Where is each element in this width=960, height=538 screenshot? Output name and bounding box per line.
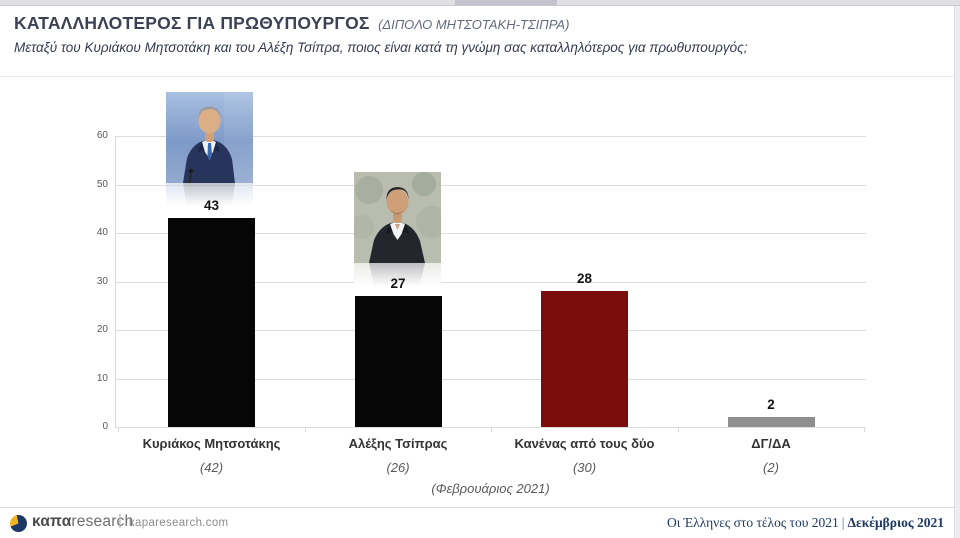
report-title: Οι Έλληνες στο τέλος του 2021 [666,515,839,530]
footer: καπαresearch | kaparesearch.com Οι Έλλην… [0,507,954,538]
x-axis-tick-2 [491,427,492,432]
gridline-60 [115,136,866,137]
gridline-40 [115,233,866,234]
value-label-1: 27 [390,276,406,292]
previous-value-label-3: (2) [763,460,779,475]
value-label-2: 28 [576,271,593,287]
tsipras-photo-reflection [354,263,441,289]
gridline-30 [115,281,866,283]
survey-question: Μεταξύ του Κυριάκου Μητσοτάκη και του Αλ… [14,40,748,55]
horizontal-scrollbar-thumb[interactable] [455,0,557,5]
brand-bold: καπα [32,513,72,530]
y-tick-label-50: 50 [96,178,108,190]
y-tick-label-30: 30 [96,275,108,287]
kapa-research-logo-text: καπαresearch [32,513,133,531]
brand-light: research [71,513,134,530]
y-tick-label-0: 0 [102,421,108,432]
horizontal-scrollbar-track[interactable] [0,0,960,6]
report-reference: Οι Έλληνες στο τέλος του 2021 | Δεκέμβριος… [667,515,944,531]
header: ΚΑΤΑΛΛΗΛΟΤΕΡΟΣ ΓΙΑ ΠΡΩΘΥΠΟΥΡΓΟΣ (ΔΙΠΟΛΟ … [14,13,944,55]
y-tick-label-40: 40 [96,227,108,238]
footer-divider: | [118,512,122,529]
category-label-0: Κυριάκος Μητσοτάκης [142,436,281,451]
kapa-research-logo-icon [10,515,27,532]
previous-value-label-1: (26) [386,460,410,475]
page-title: ΚΑΤΑΛΛΗΛΟΤΕΡΟΣ ΓΙΑ ΠΡΩΘΥΠΟΥΡΓΟΣ [14,13,370,33]
y-tick-label-10: 10 [96,372,108,384]
mitsotakis-photo [166,92,253,209]
gridline-10 [115,378,866,380]
value-label-0: 43 [203,198,220,214]
tsipras-portrait-image [354,172,441,263]
bar-2 [541,291,628,427]
gridline-0 [115,427,866,428]
vertical-scrollbar-track[interactable] [954,6,960,538]
tsipras-photo [354,172,441,289]
bar-1 [354,296,442,427]
header-separator [0,76,954,77]
mitsotakis-portrait-image [166,92,253,183]
previous-wave-note: (Φεβρουάριος 2021) [431,481,550,496]
x-axis-tick-1 [305,427,306,432]
previous-value-label-2: (30) [572,460,597,475]
value-label-3: 2 [767,397,775,413]
bar-3 [727,417,815,427]
report-divider: | [841,515,845,530]
title-line: ΚΑΤΑΛΛΗΛΟΤΕΡΟΣ ΓΙΑ ΠΡΩΘΥΠΟΥΡΓΟΣ (ΔΙΠΟΛΟ … [14,13,944,34]
category-label-2: Κανένας από τους δύο [514,436,655,451]
y-tick-label-60: 60 [96,130,108,141]
category-label-3: ΔΓ/ΔΑ [751,436,791,451]
gridline-50 [115,184,866,186]
x-axis-tick-0 [118,427,119,432]
report-date: Δεκέμβριος 2021 [847,515,945,530]
bar-0 [168,218,255,427]
category-label-1: Αλέξης Τσίπρας [348,436,448,451]
gridline-20 [115,330,866,331]
mitsotakis-photo-reflection [166,183,253,209]
kaparesearch-url: kaparesearch.com [129,517,229,529]
page-title-suffix: (ΔΙΠΟΛΟ ΜΗΤΣΟΤΑΚΗ-ΤΣΙΠΡΑ) [378,17,570,32]
x-axis-tick-3 [678,427,679,432]
y-tick-label-20: 20 [96,324,108,335]
previous-value-label-0: (42) [199,460,224,475]
x-axis-tick-4 [864,427,865,432]
